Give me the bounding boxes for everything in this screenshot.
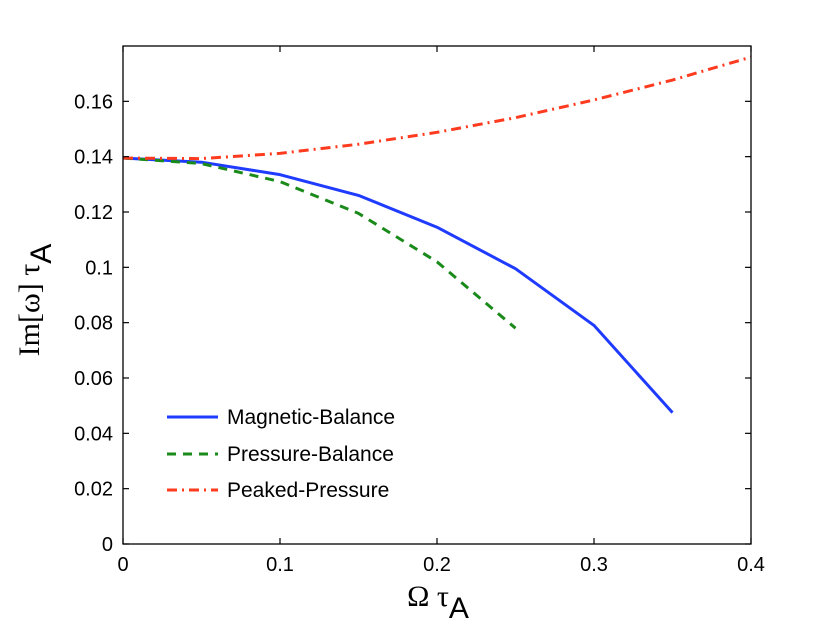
legend-label-magnetic-balance: Magnetic-Balance (227, 406, 395, 429)
legend-label-pressure-balance: Pressure-Balance (227, 443, 394, 466)
series-layer (122, 55, 752, 414)
y-tick-label: 0.06 (74, 368, 113, 390)
y-tick-label: 0.1 (85, 257, 113, 279)
x-tick-label: 0.2 (423, 554, 451, 576)
tick-layer: 0 0.1 0.2 0.3 0.4 0 0.02 0.04 0.06 0.08 0.1 0.12 0.1… (74, 46, 765, 576)
series-line-pressure-balance (122, 156, 517, 330)
x-tick-label: 0.4 (737, 554, 765, 576)
x-axis-label-subscript: A (449, 592, 469, 625)
y-tick-label: 0.16 (74, 91, 113, 113)
y-tick-label: 0 (102, 534, 113, 556)
legend: Magnetic-Balance Pressure-Balance Peaked… (167, 406, 395, 502)
y-tick-label: 0.02 (74, 479, 113, 501)
y-tick-label: 0.12 (74, 202, 113, 224)
y-axis-label: Im[ω] τA (13, 244, 58, 357)
series-line-peaked-pressure (122, 55, 752, 161)
x-axis-label: Ω τA (407, 580, 469, 625)
plot-frame (122, 45, 752, 545)
x-tick-label: 0.1 (266, 554, 294, 576)
legend-label-peaked-pressure: Peaked-Pressure (227, 479, 389, 502)
y-tick-label: 0.14 (74, 147, 113, 169)
y-tick-label: 0.04 (74, 423, 113, 445)
x-tick-label: 0 (117, 554, 128, 576)
x-tick-label: 0.3 (580, 554, 608, 576)
y-tick-label: 0.08 (74, 313, 113, 335)
x-axis-label-main: Ω τ (407, 580, 449, 613)
series-line-magnetic-balance (122, 156, 674, 414)
y-axis-label-subscript: A (25, 244, 58, 264)
y-axis-label-main: Im[ω] τ (13, 264, 46, 357)
